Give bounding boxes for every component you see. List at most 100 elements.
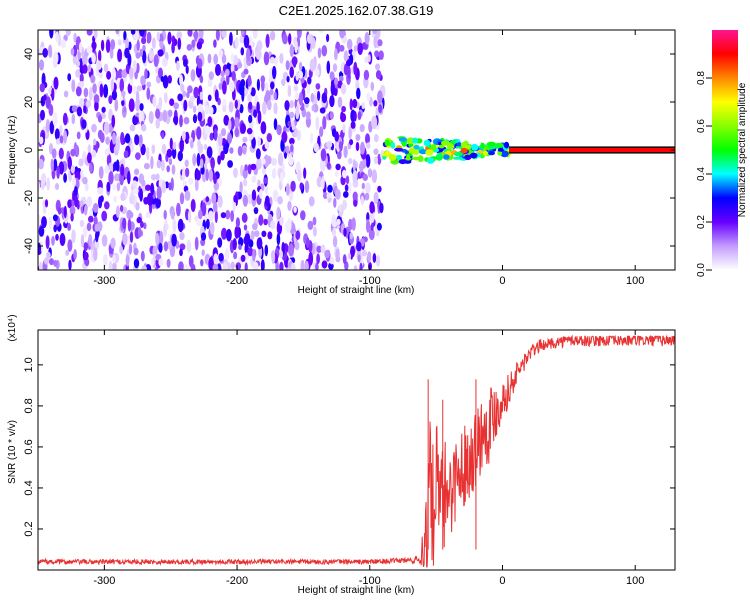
heatmap-cell bbox=[103, 84, 109, 98]
heatmap-cell bbox=[217, 195, 223, 208]
heatmap-cell bbox=[248, 114, 253, 124]
heatmap-cell bbox=[45, 235, 50, 249]
heatmap-cell bbox=[362, 173, 368, 181]
heatmap-cell bbox=[108, 108, 113, 121]
heatmap-cell bbox=[263, 177, 268, 184]
heatmap-cell bbox=[242, 168, 248, 179]
heatmap-cell bbox=[59, 124, 63, 137]
heatmap-cell bbox=[294, 40, 298, 54]
heatmap-cell bbox=[267, 99, 272, 111]
heatmap-cell bbox=[67, 73, 72, 82]
heatmap-cell bbox=[210, 159, 215, 170]
heatmap-cell bbox=[353, 61, 358, 76]
heatmap-cell bbox=[81, 119, 87, 129]
x-tick-label: 100 bbox=[626, 575, 644, 587]
heatmap-cell bbox=[347, 157, 353, 165]
heatmap-cell bbox=[367, 168, 373, 178]
heatmap-cell bbox=[304, 180, 310, 193]
heatmap-cell bbox=[334, 48, 338, 61]
heatmap-cell bbox=[376, 222, 382, 231]
heatmap-cell bbox=[221, 227, 227, 240]
heatmap-cell bbox=[256, 237, 263, 250]
heatmap-cell bbox=[454, 151, 463, 157]
heatmap-cell bbox=[53, 51, 59, 65]
heatmap-cell bbox=[140, 250, 145, 262]
heatmap-cell bbox=[173, 115, 178, 124]
snr-line bbox=[38, 334, 675, 568]
heatmap-cell bbox=[233, 251, 238, 260]
heatmap-cell bbox=[308, 251, 314, 266]
heatmap-cell bbox=[256, 101, 260, 114]
heatmap-cell bbox=[257, 136, 261, 147]
heatmap-cell bbox=[167, 75, 172, 84]
heatmap-cell bbox=[90, 74, 96, 84]
heatmap-cell bbox=[264, 82, 269, 92]
heatmap-cell bbox=[255, 49, 262, 60]
heatmap-cell bbox=[171, 42, 175, 54]
heatmap-cell bbox=[239, 104, 244, 114]
heatmap-cell bbox=[92, 203, 99, 213]
heatmap-cell bbox=[460, 142, 466, 147]
heatmap-cell bbox=[93, 30, 98, 39]
y-tick-label: 0.6 bbox=[23, 439, 35, 454]
heatmap-cell bbox=[220, 150, 225, 161]
heatmap-cell bbox=[180, 83, 185, 93]
heatmap-cell bbox=[246, 127, 253, 135]
heatmap-cell bbox=[56, 165, 60, 179]
heatmap-cell bbox=[111, 67, 116, 81]
heatmap-cell bbox=[319, 158, 326, 172]
heatmap-cell bbox=[156, 159, 162, 169]
heatmap-cell bbox=[289, 44, 294, 57]
heatmap-cell bbox=[78, 158, 84, 167]
heatmap-cell bbox=[235, 262, 242, 270]
heatmap-cell bbox=[304, 97, 310, 105]
heatmap-cell bbox=[54, 128, 60, 141]
heatmap-cell bbox=[252, 261, 259, 270]
heatmap-cell bbox=[333, 197, 337, 208]
heatmap-cell bbox=[162, 57, 168, 67]
heatmap-cell bbox=[41, 173, 47, 184]
heatmap-cell bbox=[238, 82, 245, 96]
heatmap-cell bbox=[289, 100, 295, 109]
heatmap-cell bbox=[359, 124, 365, 133]
heatmap-cell bbox=[329, 257, 334, 265]
heatmap-cell bbox=[371, 169, 378, 184]
heatmap-cell bbox=[123, 30, 127, 41]
heatmap-cell bbox=[156, 186, 162, 200]
heatmap-cell bbox=[125, 254, 130, 267]
heatmap-cell bbox=[145, 211, 151, 219]
heatmap-cell bbox=[167, 31, 172, 45]
heatmap-cell bbox=[167, 109, 173, 118]
heatmap-cell bbox=[132, 180, 138, 188]
heatmap-cell bbox=[172, 141, 177, 150]
heatmap-cell bbox=[83, 105, 87, 114]
heatmap-cell bbox=[94, 223, 100, 232]
heatmap-cell bbox=[99, 83, 104, 98]
heatmap-cell bbox=[205, 168, 209, 181]
heatmap-cell bbox=[65, 30, 71, 36]
heatmap-cell bbox=[352, 191, 358, 201]
heatmap-cell bbox=[153, 54, 159, 68]
heatmap-cell bbox=[182, 167, 186, 182]
heatmap-cell bbox=[227, 262, 231, 270]
heatmap-cell bbox=[137, 227, 142, 238]
heatmap-cell bbox=[95, 230, 99, 243]
heatmap-cell bbox=[55, 138, 61, 145]
heatmap-cell bbox=[455, 145, 463, 149]
heatmap-cell bbox=[331, 214, 337, 227]
heatmap-cell bbox=[117, 48, 123, 62]
heatmap-cell bbox=[182, 130, 186, 142]
heatmap-cell bbox=[173, 102, 179, 110]
heatmap-cell bbox=[172, 218, 177, 233]
heatmap-cell bbox=[332, 227, 337, 237]
heatmap-cell bbox=[114, 173, 121, 182]
heatmap-cell bbox=[57, 207, 62, 215]
heatmap-cell bbox=[218, 49, 224, 58]
heatmap-cell bbox=[171, 233, 177, 247]
heatmap-cell bbox=[243, 34, 250, 49]
x-tick-label: -200 bbox=[226, 275, 248, 287]
heatmap-cell bbox=[292, 56, 297, 68]
heatmap-cell bbox=[228, 119, 232, 131]
heatmap-cell bbox=[39, 83, 45, 93]
heatmap-cell bbox=[67, 156, 73, 170]
